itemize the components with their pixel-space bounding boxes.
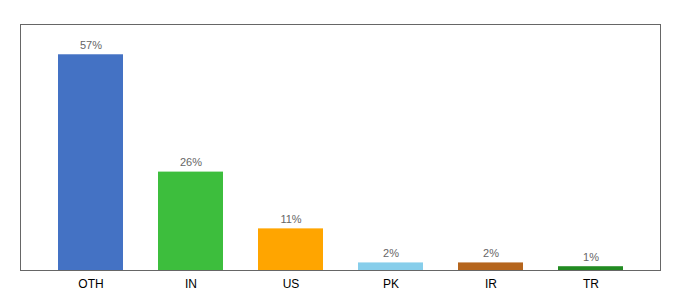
svg-text:11%: 11% bbox=[280, 213, 301, 225]
svg-text:PK: PK bbox=[383, 277, 399, 291]
svg-text:OTH: OTH bbox=[78, 277, 103, 291]
svg-text:IN: IN bbox=[185, 277, 197, 291]
svg-text:26%: 26% bbox=[180, 156, 202, 168]
svg-text:TR: TR bbox=[583, 277, 599, 291]
svg-text:2%: 2% bbox=[483, 247, 499, 259]
svg-text:IR: IR bbox=[485, 277, 497, 291]
svg-text:US: US bbox=[283, 277, 300, 291]
svg-text:1%: 1% bbox=[583, 251, 599, 263]
svg-text:2%: 2% bbox=[383, 247, 399, 259]
svg-text:57%: 57% bbox=[80, 39, 102, 51]
